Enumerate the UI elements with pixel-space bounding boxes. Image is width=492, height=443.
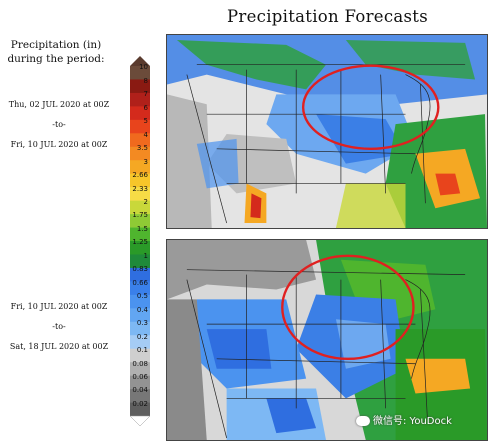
scale-tick-label: 0.83 <box>132 265 148 274</box>
scale-cell <box>130 281 150 296</box>
scale-tick-label: 1.25 <box>132 238 148 247</box>
scale-cell <box>130 92 150 107</box>
scale-tick-label: 3.5 <box>136 144 148 153</box>
scale-cell <box>130 227 150 242</box>
scale-tick-label: 10 <box>139 63 148 72</box>
scale-tick-label: 5 <box>143 117 148 126</box>
scale-tick-label: 0.2 <box>136 332 148 341</box>
scale-cell <box>130 133 150 148</box>
scale-tick-label: 1 <box>143 251 148 260</box>
scale-tick-label: 0.5 <box>136 292 148 301</box>
scale-tick-label: 6 <box>143 103 148 112</box>
wechat-icon <box>356 416 370 426</box>
scale-tick-label: 0.08 <box>132 359 148 368</box>
scale-tick-label: 4 <box>143 130 148 139</box>
legend-label-line2: during the period: <box>7 53 105 65</box>
scale-tick-label: 3 <box>143 157 148 166</box>
legend-label: Precipitation (in) during the period: <box>2 38 110 66</box>
scale-tick-label: 0.66 <box>132 278 148 287</box>
scale-arrow-bottom <box>129 415 151 426</box>
scale-tick-label: 1.75 <box>132 211 148 220</box>
scale-cell <box>130 308 150 323</box>
scale-tick-label: 7 <box>143 90 148 99</box>
scale-tick-label: 0.3 <box>136 319 148 328</box>
scale-cell <box>130 348 150 363</box>
period-1-start: Thu, 02 JUL 2020 at 00Z <box>8 100 110 109</box>
scale-cell <box>130 66 150 80</box>
legend-label-line1: Precipitation (in) <box>10 39 102 51</box>
scale-cell <box>130 321 150 336</box>
scale-tick-label: 0.02 <box>132 399 148 408</box>
scale-cell <box>130 294 150 309</box>
scale-tick-label: 0.06 <box>132 372 148 381</box>
forecast-map-period-1 <box>166 34 488 229</box>
highlight-ellipse-2 <box>281 254 415 360</box>
scale-tick-label: 1.5 <box>136 224 148 233</box>
period-2: Fri, 10 JUL 2020 at 00Z -to- Sat, 18 JUL… <box>0 297 118 357</box>
period-2-start: Fri, 10 JUL 2020 at 00Z <box>10 302 108 311</box>
period-1-end: Fri, 10 JUL 2020 at 00Z <box>10 140 108 149</box>
scale-cell <box>130 79 150 94</box>
color-scale-bar <box>129 56 151 426</box>
watermark-text: 微信号: YouDock <box>373 416 452 427</box>
scale-cell <box>130 106 150 121</box>
scale-cell <box>130 254 150 269</box>
forecast-map-period-2 <box>166 239 488 441</box>
scale-tick-label: 0.04 <box>132 386 148 395</box>
period-2-end: Sat, 18 JUL 2020 at 00Z <box>9 342 109 351</box>
scale-cell <box>130 335 150 349</box>
scale-cell <box>130 389 150 403</box>
page-title: Precipitation Forecasts <box>227 7 428 26</box>
scale-cell <box>130 362 150 376</box>
scale-tick-label: 2.66 <box>132 171 148 180</box>
highlight-ellipse-1 <box>301 64 440 151</box>
scale-tick-label: 0.4 <box>136 305 148 314</box>
scale-cell <box>130 173 150 188</box>
scale-tick-label: 2.33 <box>132 184 148 193</box>
scale-cell <box>130 375 150 390</box>
period-2-sep: -to- <box>52 322 66 331</box>
scale-tick-label: 8 <box>143 76 148 85</box>
scale-cell <box>130 146 150 161</box>
scale-arrow-top <box>130 56 150 66</box>
scale-tick-label: 0.1 <box>136 346 148 355</box>
scale-cell <box>130 187 150 201</box>
scale-cell <box>130 214 150 228</box>
period-1-sep: -to- <box>52 120 66 129</box>
scale-cell <box>130 241 150 255</box>
scale-cell <box>130 160 150 174</box>
scale-cell <box>130 402 150 417</box>
scale-cell <box>130 267 150 282</box>
scale-cell <box>130 119 150 134</box>
watermark: 微信号: YouDock <box>356 412 452 427</box>
scale-cell <box>130 200 150 215</box>
period-1: Thu, 02 JUL 2020 at 00Z -to- Fri, 10 JUL… <box>0 95 118 155</box>
scale-tick-label: 2 <box>143 197 148 206</box>
